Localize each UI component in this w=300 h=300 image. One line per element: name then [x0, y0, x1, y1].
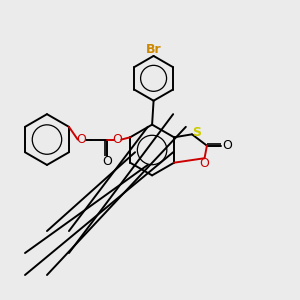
Text: O: O	[112, 133, 122, 146]
Text: O: O	[102, 155, 112, 168]
Text: Br: Br	[146, 43, 161, 56]
Text: O: O	[77, 133, 87, 146]
Text: S: S	[192, 126, 201, 139]
Text: O: O	[222, 139, 232, 152]
Text: O: O	[200, 157, 209, 170]
